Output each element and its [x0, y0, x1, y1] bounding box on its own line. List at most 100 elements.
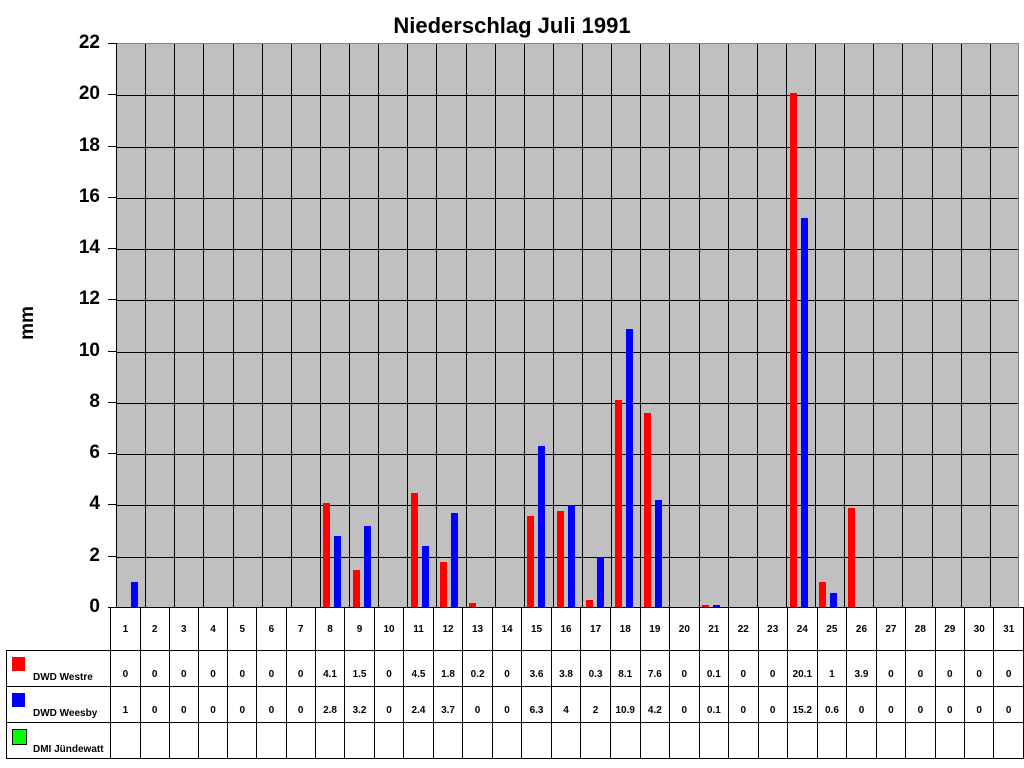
x-category-label: 4	[197, 607, 229, 651]
bar-dwd-westre	[614, 400, 622, 608]
gridline-horizontal	[116, 351, 1018, 353]
data-cell	[168, 722, 199, 759]
x-category-label: 26	[846, 607, 877, 651]
bar-dwd-westre	[585, 600, 593, 608]
gridline-vertical	[931, 44, 933, 607]
data-cell: 20.1	[786, 650, 818, 687]
data-cell: 0	[905, 650, 936, 687]
y-tick-label: 20	[78, 83, 100, 105]
data-cell: 2.4	[403, 686, 434, 723]
data-cell: 0	[110, 650, 141, 687]
data-cell: 0.6	[816, 686, 848, 723]
data-cell	[639, 722, 671, 759]
data-cell	[285, 722, 316, 759]
y-tick-label: 8	[89, 390, 100, 412]
y-axis-line	[116, 43, 117, 607]
gridline-horizontal	[116, 197, 1018, 199]
legend-label: DWD Weesby	[33, 708, 98, 719]
data-cell	[905, 722, 936, 759]
x-category-label: 31	[993, 607, 1024, 651]
bar-dwd-weesby	[596, 556, 604, 608]
x-category-label: 6	[256, 607, 287, 651]
data-cell: 0	[728, 650, 759, 687]
gridline-horizontal	[116, 249, 1018, 251]
data-cell: 0	[963, 650, 995, 687]
gridline-horizontal	[116, 505, 1018, 507]
y-tick-mark	[108, 145, 116, 147]
data-cell: 0	[669, 650, 700, 687]
bar-dwd-weesby	[800, 218, 808, 608]
bar-dwd-weesby	[567, 505, 575, 608]
x-category-label: 13	[462, 607, 493, 651]
gridline-vertical	[145, 44, 147, 607]
data-cell: 0	[373, 686, 405, 723]
data-cell: 0	[993, 650, 1024, 687]
x-category-label: 19	[639, 607, 671, 651]
data-cell	[550, 722, 582, 759]
gridline-vertical	[552, 44, 554, 607]
data-cell: 0	[168, 650, 199, 687]
gridline-horizontal	[116, 300, 1018, 302]
bar-dwd-weesby	[450, 513, 458, 608]
legend-entry: DMI Jündewatt	[5, 722, 112, 759]
gridline-vertical	[494, 44, 496, 607]
data-cell: 3.2	[344, 686, 375, 723]
bar-dwd-westre	[702, 605, 710, 608]
data-cell: 3.8	[550, 650, 582, 687]
data-cell	[110, 722, 141, 759]
bar-dwd-westre	[439, 561, 447, 608]
y-tick-label: 14	[78, 237, 100, 259]
data-cell: 0	[168, 686, 199, 723]
y-tick-label: 12	[78, 288, 100, 310]
data-cell: 0	[846, 686, 877, 723]
data-cell	[846, 722, 877, 759]
data-cell: 0	[875, 686, 907, 723]
data-cell	[698, 722, 730, 759]
y-tick-mark	[108, 196, 116, 198]
data-cell: 0	[256, 650, 287, 687]
data-cell: 0	[491, 650, 523, 687]
data-cell: 0	[197, 650, 229, 687]
gridline-horizontal	[116, 95, 1018, 97]
x-category-label: 3	[168, 607, 199, 651]
y-tick-mark	[108, 555, 116, 557]
gridline-vertical	[611, 44, 613, 607]
y-tick-label: 22	[78, 32, 100, 53]
data-cell	[197, 722, 229, 759]
data-cell: 0	[757, 686, 788, 723]
y-tick-label: 6	[89, 442, 100, 464]
data-cell	[786, 722, 818, 759]
plot-area	[116, 43, 1019, 608]
x-category-label: 14	[491, 607, 523, 651]
data-cell: 0.1	[698, 650, 730, 687]
data-cell: 0	[256, 686, 287, 723]
data-cell: 0	[728, 686, 759, 723]
y-tick-label: 10	[78, 339, 100, 361]
data-cell	[344, 722, 375, 759]
gridline-vertical	[640, 44, 642, 607]
data-cell: 0	[905, 686, 936, 723]
data-cell: 0.1	[698, 686, 730, 723]
gridline-vertical	[174, 44, 176, 607]
gridline-vertical	[815, 44, 817, 607]
legend-entry: DWD Westre	[5, 650, 112, 687]
legend-swatch	[12, 657, 25, 671]
bar-dwd-weesby	[421, 546, 429, 608]
data-cell: 2.8	[314, 686, 346, 723]
data-cell	[580, 722, 611, 759]
x-category-label: 24	[786, 607, 818, 651]
data-cell	[934, 722, 966, 759]
legend-swatch	[12, 693, 25, 707]
y-tick-mark	[108, 94, 116, 96]
x-category-label: 25	[816, 607, 848, 651]
x-category-label: 21	[698, 607, 730, 651]
x-category-label: 9	[344, 607, 375, 651]
bar-dwd-westre	[469, 602, 477, 608]
data-cell: 8.1	[609, 650, 641, 687]
x-category-label: 29	[934, 607, 966, 651]
data-cell: 3.6	[521, 650, 552, 687]
data-cell	[139, 722, 170, 759]
x-category-label: 2	[139, 607, 170, 651]
data-cell: 4	[550, 686, 582, 723]
gridline-vertical	[523, 44, 525, 607]
